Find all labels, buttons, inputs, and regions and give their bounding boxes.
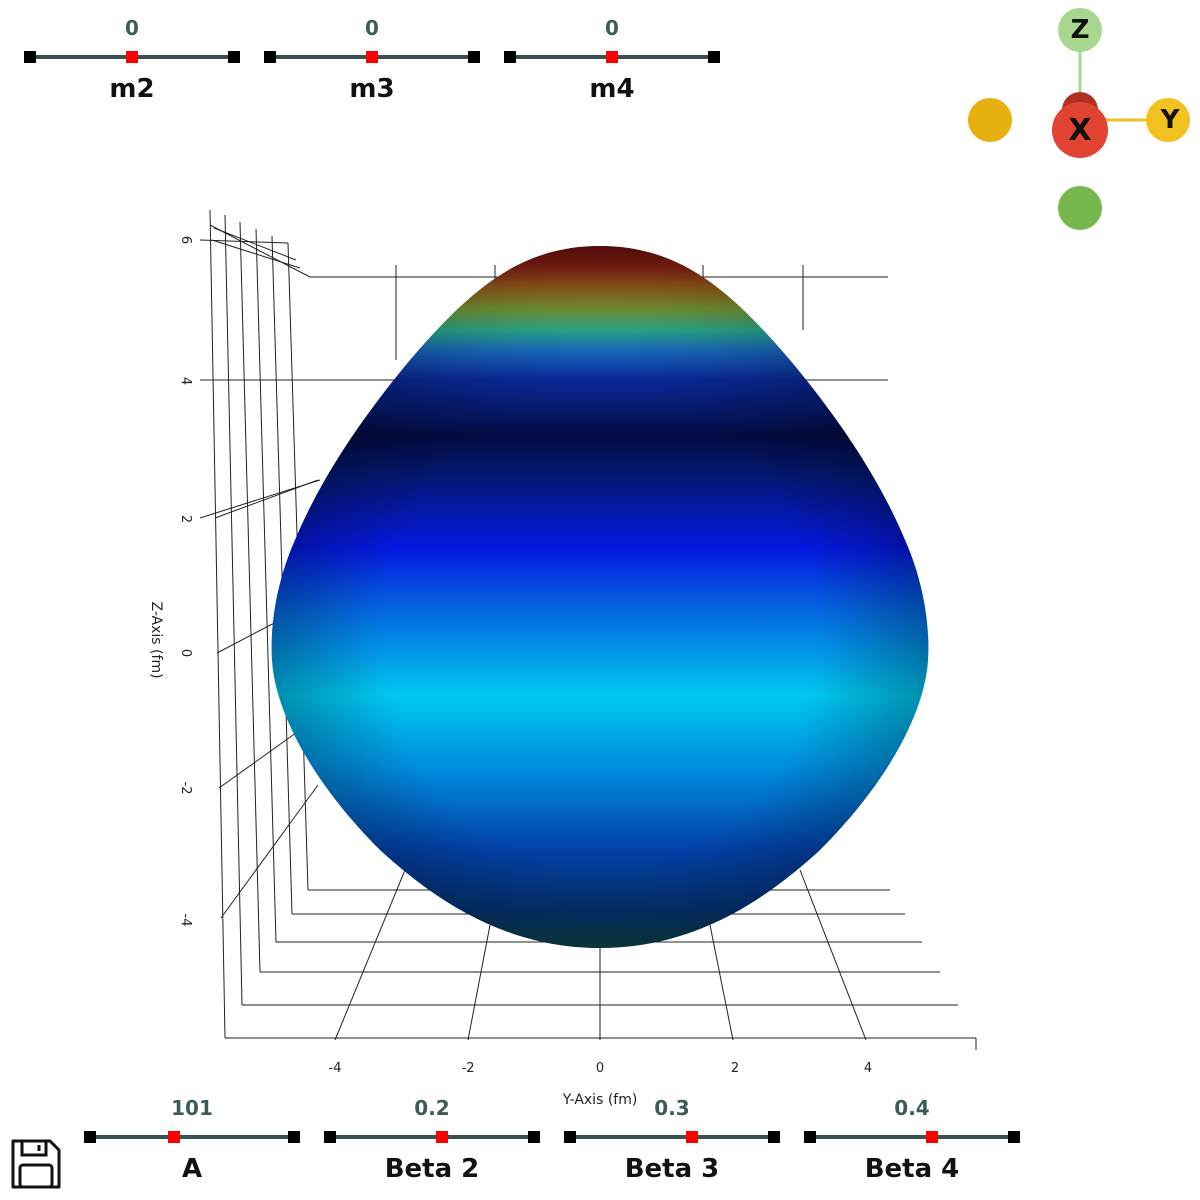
slider-value: 0	[125, 16, 139, 40]
slider-thumb[interactable]	[167, 1131, 180, 1143]
slider-thumb[interactable]	[436, 1131, 449, 1143]
slider-cap-right	[288, 1131, 300, 1143]
slider-label: m2	[109, 74, 155, 104]
slider-value: 0	[365, 16, 379, 40]
slider-value: 101	[171, 1096, 213, 1120]
slider-m3[interactable]: 0 m3	[262, 16, 482, 104]
y-tick: -4	[329, 1061, 342, 1076]
slider-value: 0	[605, 16, 619, 40]
slider-label: A	[181, 1154, 203, 1184]
slider-thumb[interactable]	[366, 51, 378, 63]
slider-m2[interactable]: 0 m2	[22, 16, 242, 104]
z-tick: -4	[178, 914, 193, 927]
slider-label: m3	[349, 74, 395, 104]
z-tick: 0	[178, 649, 193, 657]
z-tick: 4	[178, 377, 193, 385]
y-tick: 4	[864, 1061, 872, 1076]
slider-label: Beta 2	[384, 1154, 480, 1184]
slider-beta-3[interactable]: 0.3 Beta 3	[562, 1096, 782, 1184]
z-axis-label: Z-Axis (fm)	[148, 601, 164, 678]
z-tick: 6	[178, 236, 193, 244]
slider-cap-left	[24, 51, 36, 63]
slider-label: m4	[589, 74, 635, 104]
save-icon	[11, 1139, 61, 1189]
slider-cap-right	[768, 1131, 780, 1143]
slider-track[interactable]	[810, 1135, 1014, 1139]
slider-cap-left	[564, 1131, 576, 1143]
slider-cap-right	[528, 1131, 540, 1143]
slider-label: Beta 4	[864, 1154, 960, 1184]
slider-m4[interactable]: 0 m4	[502, 16, 722, 104]
y-axis-label: Y-Axis (fm)	[562, 1092, 638, 1108]
slider-cap-left	[84, 1131, 96, 1143]
slider-value: 0.3	[654, 1096, 690, 1120]
slider-track[interactable]	[330, 1135, 534, 1139]
slider-a[interactable]: 101 A	[82, 1096, 302, 1184]
slider-thumb[interactable]	[686, 1131, 699, 1143]
slider-cap-left	[324, 1131, 336, 1143]
slider-cap-left	[504, 51, 516, 63]
slider-value: 0.4	[894, 1096, 930, 1120]
slider-cap-left	[804, 1131, 816, 1143]
slider-cap-left	[264, 51, 276, 63]
surface-shading	[271, 246, 929, 948]
z-tick: -2	[178, 782, 193, 795]
slider-label: Beta 3	[624, 1154, 720, 1184]
slider-value: 0.2	[414, 1096, 450, 1120]
z-axis-ticks: 6 4 2 0 -2 -4	[178, 236, 193, 927]
slider-track[interactable]	[570, 1135, 774, 1139]
y-axis-ticks: -4 -2 0 2 4	[329, 1061, 873, 1076]
y-tick: 0	[596, 1061, 604, 1076]
slider-thumb[interactable]	[126, 51, 138, 63]
slider-beta-2[interactable]: 0.2 Beta 2	[322, 1096, 542, 1184]
slider-thumb[interactable]	[926, 1131, 939, 1143]
y-tick: -2	[462, 1061, 475, 1076]
slider-thumb[interactable]	[606, 51, 618, 63]
save-button[interactable]	[10, 1138, 62, 1190]
slider-beta-4[interactable]: 0.4 Beta 4	[802, 1096, 1022, 1184]
slider-cap-right	[708, 51, 720, 63]
slider-cap-right	[468, 51, 480, 63]
z-tick: 2	[178, 515, 193, 523]
slider-cap-right	[1008, 1131, 1020, 1143]
slider-track[interactable]	[90, 1135, 294, 1139]
y-tick: 2	[731, 1061, 739, 1076]
slider-cap-right	[228, 51, 240, 63]
